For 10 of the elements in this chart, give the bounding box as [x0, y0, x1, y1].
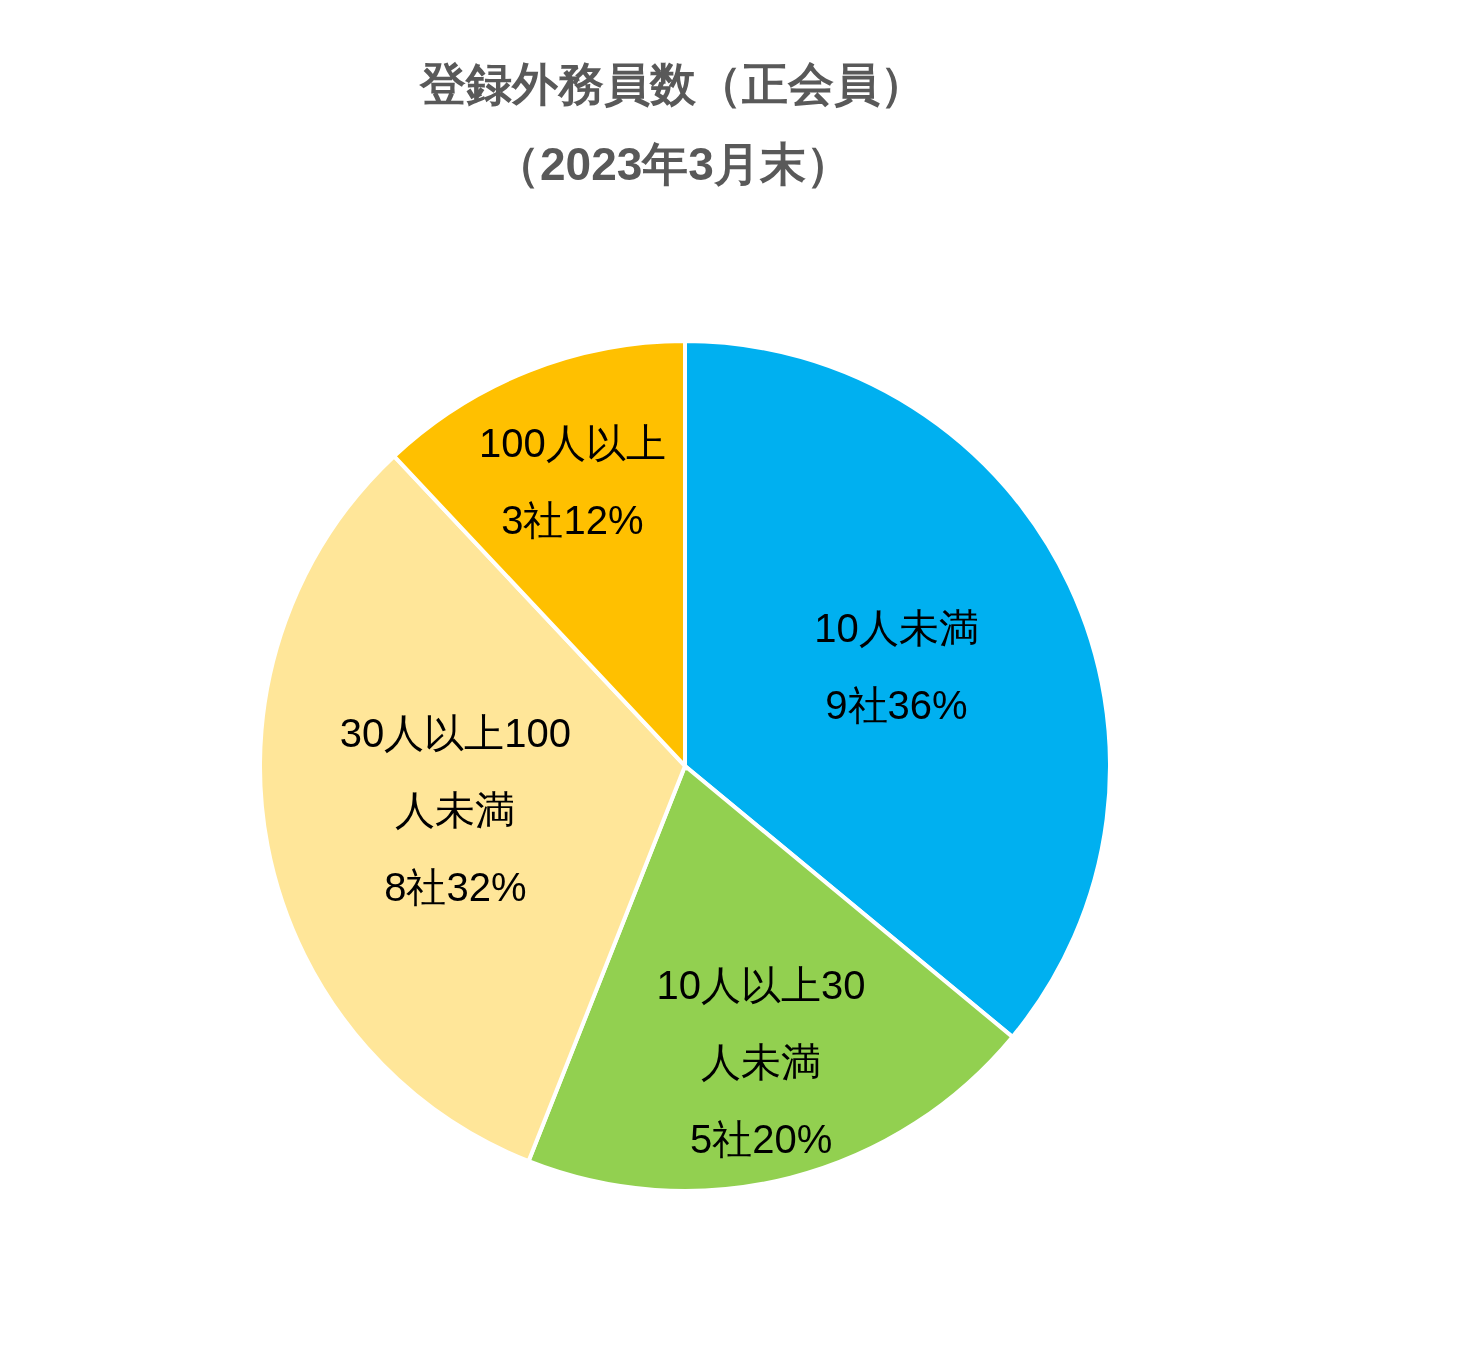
data-label: 5社20% — [689, 1117, 833, 1162]
chart-subtitle: （2023年3月末） — [494, 138, 852, 190]
slice-label: 30人以上100人未満 — [339, 710, 572, 832]
slice-label: 10人以上30人未満 — [656, 963, 866, 1085]
slice-label: 100人以上 — [478, 420, 666, 465]
data-label: 8社32% — [384, 864, 527, 909]
slice-label: 10人未満 — [814, 605, 979, 650]
data-label: 3社12% — [501, 497, 644, 542]
data-label: 9社36% — [825, 682, 968, 727]
chart-title: 登録外務員数（正会員） — [419, 58, 926, 110]
